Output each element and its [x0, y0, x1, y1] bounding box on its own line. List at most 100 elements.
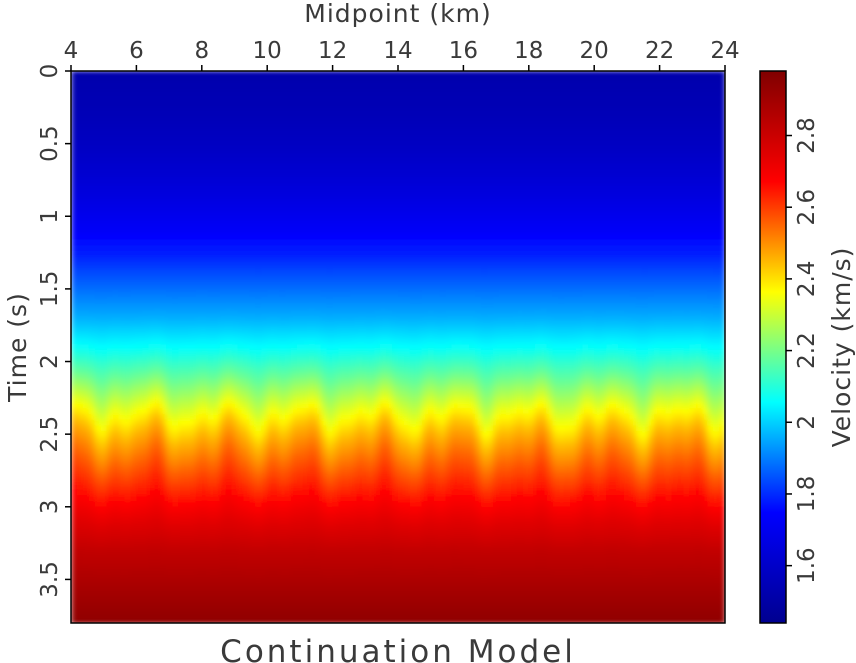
- heatmap-cell: [505, 152, 512, 159]
- heatmap-cell: [195, 256, 203, 264]
- heatmap-cell: [475, 309, 482, 316]
- heatmap-cell: [493, 216, 500, 223]
- heatmap-cell: [273, 100, 280, 107]
- heatmap-cell: [427, 152, 435, 159]
- heatmap-cell: [368, 198, 375, 206]
- heatmap-cell: [290, 262, 298, 270]
- heatmap-cell: [172, 262, 179, 270]
- heatmap-cell: [451, 94, 459, 101]
- heatmap-cell: [285, 117, 292, 124]
- heatmap-cell: [82, 82, 90, 90]
- heatmap-cell: [392, 111, 399, 119]
- heatmap-cell: [213, 198, 221, 206]
- heatmap-cell: [653, 140, 661, 148]
- heatmap-cell: [225, 326, 233, 334]
- heatmap-cell: [189, 193, 197, 200]
- heatmap-cell: [332, 117, 340, 124]
- heatmap-cell: [677, 163, 684, 171]
- heatmap-cell: [594, 71, 601, 78]
- heatmap-cell: [392, 204, 399, 212]
- heatmap-cell: [439, 140, 447, 148]
- heatmap-cell: [534, 94, 542, 101]
- heatmap-cell: [219, 152, 227, 159]
- heatmap-cell: [689, 181, 696, 188]
- heatmap-cell: [338, 88, 346, 95]
- heatmap-cell: [219, 320, 227, 328]
- heatmap-cell: [362, 187, 369, 194]
- heatmap-cell: [689, 256, 696, 264]
- heatmap-cell: [356, 123, 363, 130]
- heatmap-cell: [320, 76, 328, 84]
- heatmap-cell: [451, 76, 459, 84]
- heatmap-cell: [427, 315, 435, 322]
- heatmap-cell: [719, 210, 725, 217]
- heatmap-cell: [136, 71, 143, 78]
- heatmap-cell: [320, 239, 328, 246]
- heatmap-cell: [522, 198, 530, 206]
- heatmap-cell: [499, 94, 506, 101]
- heatmap-cell: [409, 326, 417, 334]
- heatmap-cell: [653, 268, 661, 275]
- heatmap-cell: [558, 280, 566, 287]
- heatmap-cell: [403, 309, 411, 316]
- heatmap-cell: [582, 222, 589, 229]
- heatmap-cell: [677, 315, 684, 322]
- heatmap-cell: [94, 309, 102, 316]
- heatmap-cell: [112, 233, 120, 241]
- heatmap-cell: [290, 193, 298, 200]
- heatmap-cell: [183, 129, 191, 136]
- heatmap-cell: [499, 175, 506, 182]
- heatmap-cell: [689, 309, 696, 316]
- heatmap-cell: [172, 100, 179, 107]
- heatmap-cell: [296, 303, 304, 310]
- heatmap-cell: [124, 332, 132, 339]
- heatmap-cell: [76, 152, 84, 159]
- heatmap-cell: [308, 280, 316, 287]
- heatmap-cell: [183, 315, 191, 322]
- heatmap-cell: [130, 105, 137, 113]
- heatmap-cell: [136, 187, 143, 194]
- heatmap-cell: [106, 193, 114, 200]
- heatmap-cell: [671, 251, 679, 258]
- heatmap-cell: [338, 198, 346, 206]
- heatmap-cell: [249, 134, 256, 142]
- heatmap-cell: [183, 274, 191, 281]
- heatmap-cell: [148, 198, 155, 206]
- heatmap-cell: [166, 233, 173, 241]
- heatmap-cell: [510, 181, 518, 188]
- heatmap-cell: [296, 158, 304, 165]
- heatmap-cell: [707, 129, 714, 136]
- heatmap-cell: [124, 140, 132, 148]
- heatmap-cell: [178, 332, 185, 339]
- heatmap-cell: [392, 100, 399, 107]
- heatmap-cell: [451, 239, 459, 246]
- heatmap-cell: [160, 117, 167, 124]
- heatmap-cell: [219, 332, 227, 339]
- heatmap-cell: [279, 117, 286, 124]
- heatmap-cell: [124, 129, 132, 136]
- heatmap-cell: [600, 175, 607, 182]
- heatmap-cell: [463, 187, 470, 194]
- heatmap-cell: [88, 332, 96, 339]
- heatmap-cell: [689, 134, 696, 142]
- heatmap-cell: [279, 315, 286, 322]
- heatmap-cell: [207, 181, 215, 188]
- heatmap-cell: [112, 320, 120, 328]
- heatmap-cell: [249, 76, 256, 84]
- heatmap-cell: [629, 123, 637, 130]
- heatmap-cell: [320, 315, 328, 322]
- heatmap-cell: [255, 146, 262, 153]
- heatmap-cell: [653, 297, 661, 305]
- heatmap-cell: [433, 216, 441, 223]
- heatmap-cell: [403, 88, 411, 95]
- heatmap-cell: [273, 256, 280, 264]
- heatmap-cell: [118, 146, 126, 153]
- heatmap-cell: [653, 187, 661, 194]
- heatmap-cell: [695, 71, 702, 78]
- heatmap-cell: [582, 123, 589, 130]
- heatmap-cell: [213, 76, 221, 84]
- heatmap-cell: [653, 71, 661, 78]
- heatmap-cell: [487, 239, 494, 246]
- heatmap-cell: [148, 82, 155, 90]
- heatmap-cell: [398, 88, 405, 95]
